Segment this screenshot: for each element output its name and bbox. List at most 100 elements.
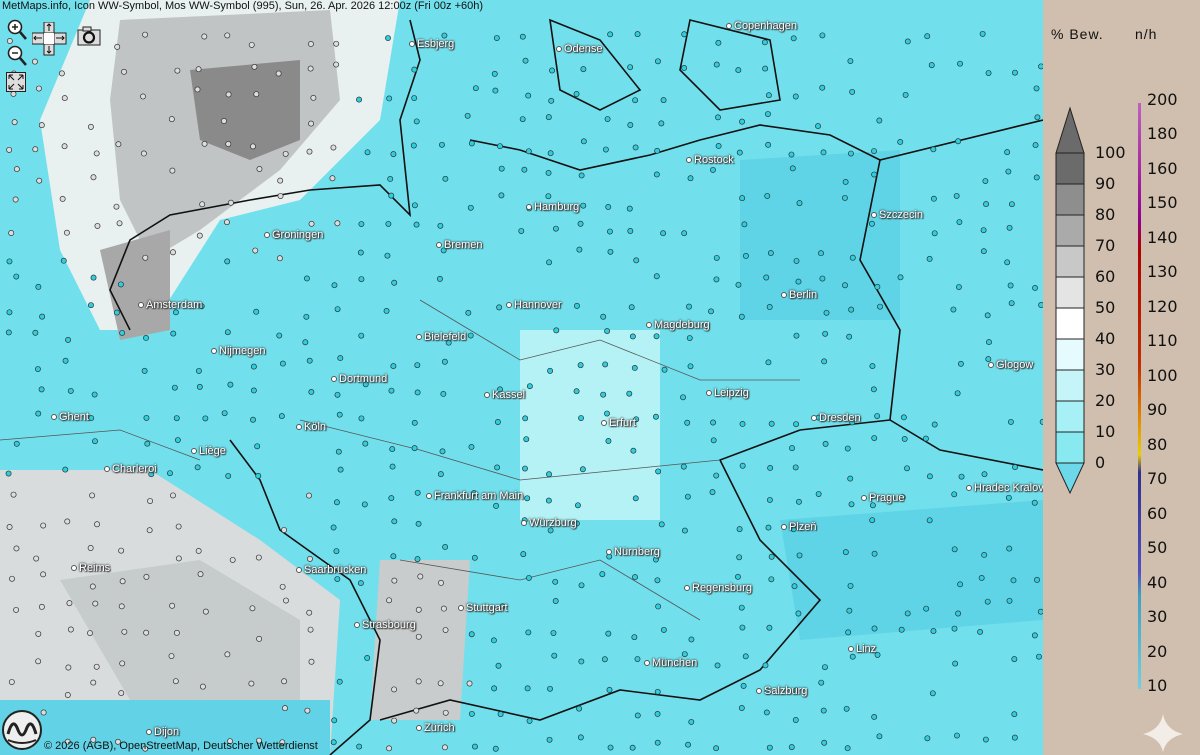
weather-symbol <box>761 39 768 46</box>
weather-symbol <box>634 656 641 662</box>
weather-symbol <box>251 63 258 70</box>
weather-symbol <box>411 202 418 209</box>
weather-symbol <box>13 606 20 613</box>
weather-symbol <box>119 329 126 336</box>
weather-symbol <box>35 658 42 665</box>
weather-symbol <box>361 501 368 508</box>
weather-symbol <box>1007 282 1014 289</box>
weather-symbol <box>333 499 340 506</box>
city-label: Prague <box>861 492 904 504</box>
weather-symbol <box>387 176 394 182</box>
cloud-tick-label: 10 <box>1095 422 1116 441</box>
weather-symbol <box>202 415 209 422</box>
weather-symbol <box>385 35 391 41</box>
weather-symbol <box>580 66 587 73</box>
weather-symbol <box>955 284 962 290</box>
weather-symbol <box>253 308 260 315</box>
weather-symbol <box>281 678 288 685</box>
wind-tick-label: 120 <box>1147 296 1178 316</box>
weather-symbol <box>841 194 848 201</box>
weather-symbol <box>955 610 962 617</box>
weather-symbol <box>248 680 255 687</box>
weather-symbol <box>175 555 182 562</box>
weather-symbol <box>738 705 745 711</box>
weather-symbol <box>62 357 69 364</box>
weather-symbol <box>739 195 746 202</box>
weather-symbol <box>334 306 341 313</box>
weather-symbol <box>984 312 991 319</box>
weather-symbol <box>175 523 182 530</box>
weather-symbol <box>227 381 234 388</box>
weather-map[interactable]: MetMaps.info, Icon WW-Symbol, Mos WW-Sym… <box>0 0 1043 755</box>
weather-symbol <box>951 546 958 553</box>
weather-symbol <box>172 678 179 685</box>
weather-symbol <box>362 440 369 447</box>
city-label: Odense <box>556 43 603 55</box>
weather-symbol <box>574 502 581 509</box>
city-label: Stuttgart <box>458 602 508 614</box>
weather-symbol <box>334 576 341 582</box>
weather-symbol <box>390 363 397 370</box>
weather-symbol <box>821 358 828 365</box>
weather-symbol <box>1008 201 1015 208</box>
weather-symbol <box>414 489 421 496</box>
weather-symbol <box>32 146 39 153</box>
weather-symbol <box>846 607 853 614</box>
cloud-tick-label: 50 <box>1095 298 1116 317</box>
weather-symbol <box>497 143 503 150</box>
weather-symbol <box>631 634 638 641</box>
weather-symbol <box>627 64 634 71</box>
weather-symbol <box>333 40 340 47</box>
weather-symbol <box>599 571 606 578</box>
cloud-bar-segment <box>1055 400 1085 433</box>
weather-symbol <box>923 605 930 612</box>
weather-symbol <box>580 202 587 209</box>
weather-symbol <box>442 175 449 182</box>
wind-tick-label: 90 <box>1147 400 1168 420</box>
weather-symbol <box>977 628 984 635</box>
city-label: München <box>644 657 697 669</box>
city-label: Dresden <box>811 412 861 424</box>
weather-symbol <box>34 366 41 372</box>
weather-symbol <box>250 416 256 423</box>
weather-symbol <box>654 577 661 584</box>
weather-symbol <box>87 302 94 309</box>
weather-symbol <box>526 383 533 390</box>
weather-symbol <box>928 62 935 69</box>
weather-symbol <box>493 502 500 509</box>
weather-symbol <box>310 94 317 101</box>
weather-symbol <box>229 556 236 563</box>
weather-symbol <box>958 473 965 480</box>
weather-symbol <box>276 255 283 262</box>
weather-symbol <box>526 717 533 724</box>
weather-symbol <box>848 306 855 313</box>
weather-symbol <box>40 522 47 529</box>
weather-symbol <box>605 630 612 637</box>
cloud-bar-segment <box>1055 307 1085 340</box>
weather-symbol <box>335 448 342 455</box>
weather-symbol <box>490 637 497 644</box>
weather-symbol <box>796 200 803 207</box>
weather-symbol <box>60 257 67 264</box>
weather-symbol <box>169 167 176 174</box>
weather-symbol <box>466 680 473 687</box>
weather-symbol <box>388 495 395 502</box>
weather-symbol <box>951 625 958 632</box>
city-label: Amsterdam <box>138 299 202 311</box>
weather-symbol <box>713 472 720 479</box>
weather-symbol <box>468 443 475 450</box>
weather-symbol <box>1004 149 1011 156</box>
weather-symbol <box>607 248 614 255</box>
weather-symbol <box>201 140 208 147</box>
weather-symbol <box>552 225 559 232</box>
city-label: Hamburg <box>526 201 579 213</box>
weather-symbol <box>654 147 661 154</box>
cloud-bar-bottom-arrow <box>1055 462 1085 495</box>
weather-symbol <box>173 629 180 636</box>
weather-symbol <box>874 283 881 290</box>
cloud-bar-segment <box>1055 183 1085 216</box>
weather-symbol <box>308 388 315 395</box>
wind-tick-label: 130 <box>1147 262 1178 282</box>
weather-symbol <box>6 146 13 153</box>
weather-symbol <box>142 254 149 261</box>
